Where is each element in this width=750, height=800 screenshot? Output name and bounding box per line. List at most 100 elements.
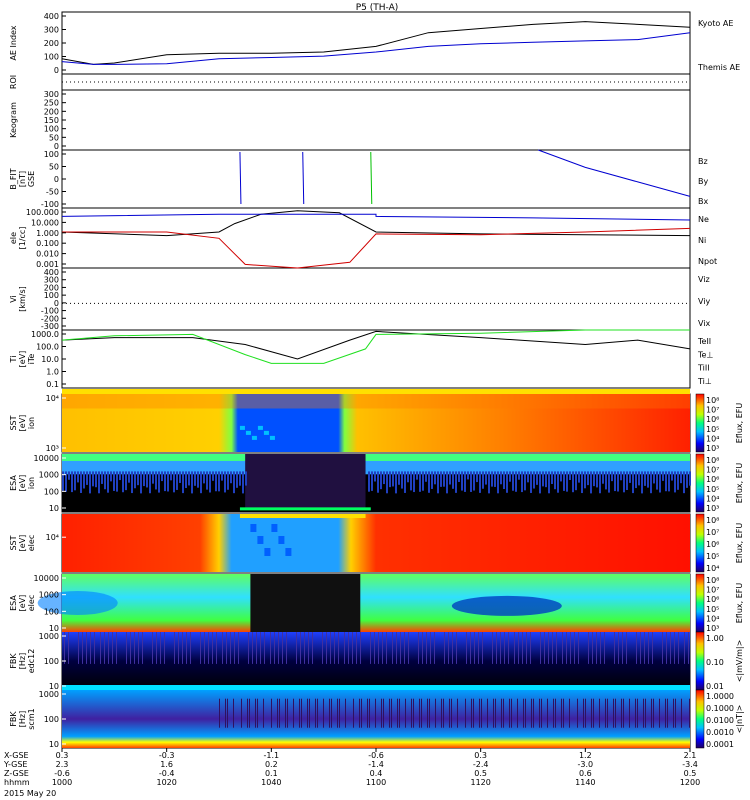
panel-tick-label: 1000.0 [31, 330, 59, 339]
sst-elec-spectrogram [62, 514, 690, 572]
series-line-themis-ae [61, 21, 691, 65]
panel-frame-1 [61, 73, 691, 91]
esa-ion-spectrogram [194, 471, 196, 486]
esa-ion-spectrogram [221, 471, 223, 481]
fbk-edc12-spectrogram [178, 632, 179, 664]
fbk-edc12-spectrogram [496, 632, 497, 664]
esa-ion-spectrogram [581, 471, 583, 494]
esa-ion-spectrogram [209, 471, 211, 493]
fbk-edc12-spectrogram [356, 632, 357, 664]
fbk-edc12-spectrogram [270, 632, 271, 664]
time-axis-tick-label: 1.2 [579, 751, 592, 760]
esa-ion-spectrogram [416, 471, 418, 480]
panel-tick-label: 400 [44, 268, 59, 277]
b-field-spike [239, 151, 242, 205]
fbk-edc12-spectrogram [186, 632, 187, 664]
esa-ion-spectrogram [434, 471, 436, 485]
panel-ylabel-3: [nT] [18, 171, 27, 187]
panel-ylabel-7: ion [27, 417, 36, 429]
panel-frame-4 [61, 207, 691, 269]
esa-ion-spectrogram [218, 471, 220, 492]
fbk-scm1-spectrogram [481, 698, 482, 728]
fbk-scm1-spectrogram [257, 698, 258, 728]
fbk-scm1-spectrogram [279, 698, 280, 728]
fbk-edc12-spectrogram [500, 632, 501, 664]
fbk-scm1-spectrogram [593, 698, 594, 728]
panel-tick-label: 100.000 [26, 208, 59, 217]
fbk-scm1-spectrogram [441, 698, 442, 728]
fbk-edc12-spectrogram [370, 632, 371, 664]
fbk-edc12-spectrogram [522, 632, 523, 664]
panel-ylabel-12: FBK [9, 711, 18, 727]
fbk-edc12-spectrogram [156, 632, 157, 664]
panel-tick-label: 0.010 [36, 250, 59, 259]
fbk-scm1-spectrogram [605, 698, 606, 728]
fbk-scm1-spectrogram [359, 698, 360, 728]
fbk-scm1-spectrogram [585, 698, 586, 728]
fbk-edc12-spectrogram [94, 632, 95, 664]
esa-ion-spectrogram [188, 471, 190, 486]
panel-tick-label: 1000 [39, 591, 59, 600]
panel-ylabel-10: [eV] [18, 595, 27, 612]
panel-tick-label: -100 [41, 200, 59, 209]
esa-ion-spectrogram [482, 471, 484, 489]
esa-ion-spectrogram [629, 471, 631, 483]
fbk-edc12-spectrogram [530, 632, 531, 664]
panel-ylabel-5: Vi [9, 295, 18, 303]
esa-ion-spectrogram [524, 471, 526, 491]
time-axis-tick-label: 0.4 [370, 769, 383, 778]
esa-ion-spectrogram [518, 471, 520, 480]
fbk-scm1-spectrogram [227, 698, 228, 728]
fbk-edc12-spectrogram [190, 632, 191, 664]
esa-ion-spectrogram [245, 471, 247, 486]
fbk-edc12-spectrogram [474, 632, 475, 664]
esa-ion-spectrogram [398, 471, 400, 485]
time-axis-tick-label: 0.5 [684, 769, 697, 778]
colorbar-tick-label: 10⁷ [706, 528, 719, 537]
esa-ion-spectrogram [545, 471, 547, 488]
fbk-edc12-spectrogram [274, 632, 275, 664]
fbk-scm1-spectrogram [271, 698, 272, 728]
time-axis-tick-label: -1.4 [368, 760, 384, 769]
fbk-scm1-spectrogram [473, 698, 474, 728]
fbk-edc12-spectrogram [334, 632, 335, 664]
fbk-scm1-spectrogram [233, 698, 234, 728]
esa-ion-spectrogram [425, 471, 427, 482]
esa-ion-spectrogram [488, 471, 490, 494]
fbk-edc12-spectrogram [418, 632, 419, 664]
legend-entry: By [698, 177, 708, 186]
esa-ion-spectrogram [143, 471, 145, 487]
esa-ion-spectrogram [440, 471, 442, 487]
fbk-edc12-spectrogram [160, 632, 161, 664]
fbk-edc12-spectrogram [238, 632, 239, 664]
esa-ion-spectrogram [479, 471, 481, 493]
colorbar-label: Eflux, EFU [735, 463, 744, 504]
time-axis-tick-label: 0.6 [579, 769, 592, 778]
esa-ion-spectrogram [671, 471, 673, 481]
fbk-scm1-spectrogram [511, 698, 512, 728]
fbk-scm1-spectrogram [517, 698, 518, 728]
fbk-scm1-spectrogram [629, 698, 630, 728]
fbk-edc12-spectrogram [374, 632, 375, 664]
colorbar-tick-label: 10⁵ [706, 552, 719, 561]
esa-ion-spectrogram [578, 471, 580, 483]
fbk-edc12-spectrogram [640, 632, 641, 664]
legend-entry: Bz [698, 157, 708, 166]
colorbar-tick-label: 10³ [706, 624, 719, 633]
fbk-scm1-spectrogram [287, 698, 288, 728]
esa-ion-spectrogram [614, 471, 616, 492]
esa-ion-spectrogram [515, 471, 517, 492]
sst-ion-spectrogram [269, 435, 275, 440]
fbk-scm1-spectrogram [673, 698, 674, 728]
fbk-scm1-spectrogram [583, 698, 584, 728]
esa-ion-spectrogram [659, 471, 661, 493]
fbk-edc12-spectrogram [666, 632, 667, 664]
time-axis-tick-label: -2.4 [473, 760, 489, 769]
time-axis-tick-label: 1020 [156, 778, 176, 787]
esa-ion-spectrogram [239, 507, 371, 511]
esa-ion-spectrogram [590, 471, 592, 494]
esa-ion-spectrogram [407, 471, 409, 483]
fbk-edc12-spectrogram [86, 632, 87, 664]
panel-tick-label: 0 [54, 299, 59, 308]
